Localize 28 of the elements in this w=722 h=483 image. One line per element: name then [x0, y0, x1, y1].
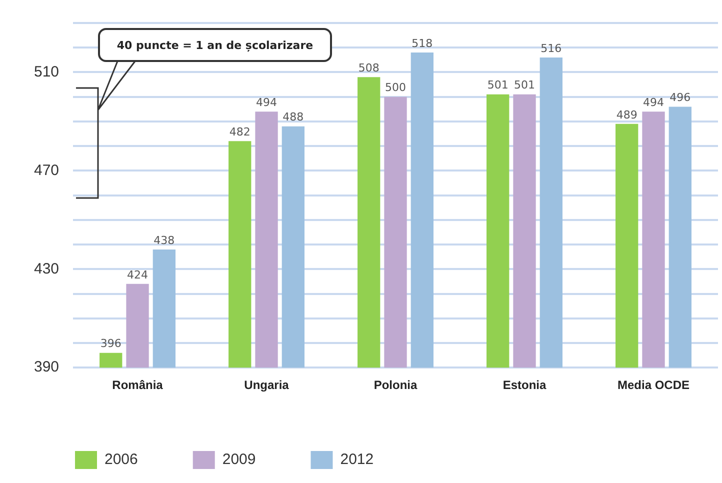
- x-tick-label: Estonia: [502, 378, 547, 392]
- legend-label: 2009: [222, 451, 256, 468]
- data-label: 488: [282, 110, 304, 124]
- data-label: 438: [154, 234, 175, 247]
- speech-bubble: 40 puncte = 1 an de școlarizare: [98, 28, 332, 62]
- data-label: 489: [616, 108, 638, 122]
- data-label: 496: [670, 91, 691, 104]
- data-label: 424: [127, 268, 148, 282]
- legend-label: 2006: [104, 451, 138, 468]
- data-label: 518: [412, 36, 433, 50]
- data-label: 508: [358, 62, 380, 75]
- data-label: 494: [256, 96, 278, 109]
- x-tick-label: Media OCDE: [617, 378, 690, 392]
- data-label: 501: [514, 78, 536, 92]
- y-tick-label: 510: [34, 63, 60, 80]
- y-tick-label: 430: [34, 260, 60, 278]
- legend-label: 2012: [340, 451, 374, 468]
- data-label: 516: [540, 42, 562, 55]
- data-label: 396: [100, 337, 122, 350]
- data-label: 482: [229, 126, 250, 139]
- x-tick-label: Ungaria: [244, 378, 290, 392]
- x-tick-label: România: [112, 378, 164, 392]
- data-label: 494: [643, 96, 664, 109]
- data-label: 500: [385, 81, 406, 94]
- x-tick-label: Polonia: [374, 378, 418, 392]
- y-tick-label: 390: [34, 358, 60, 376]
- data-label: 501: [487, 78, 508, 92]
- y-tick-label: 470: [34, 162, 60, 179]
